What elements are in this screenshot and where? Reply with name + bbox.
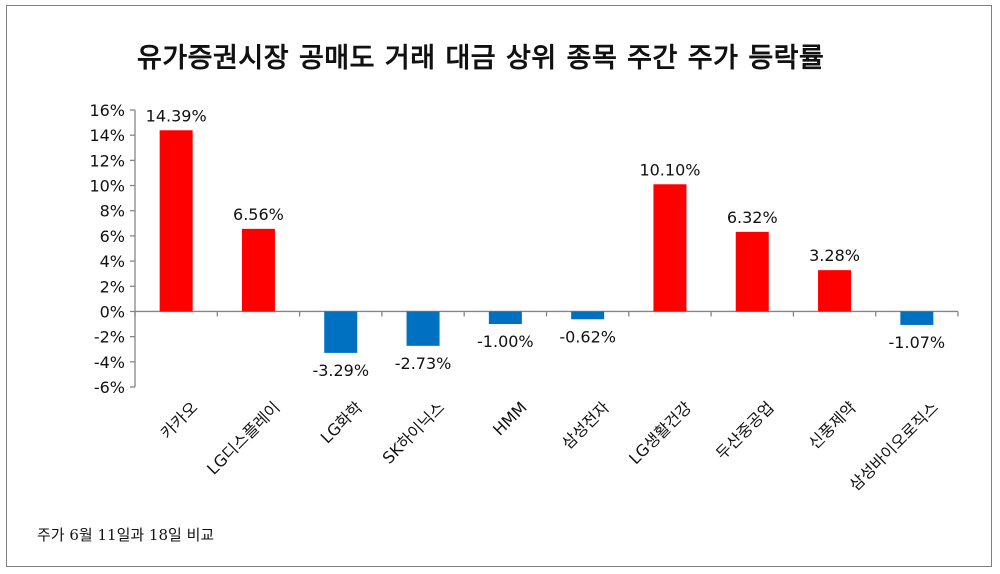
bar	[159, 130, 193, 312]
y-tick-label: 8%	[100, 202, 125, 221]
y-tick-label: 16%	[89, 101, 125, 120]
category-label: 삼성전자	[558, 398, 613, 453]
y-tick-label: 2%	[100, 277, 125, 296]
y-tick-label: 0%	[100, 302, 125, 321]
data-label: 6.32%	[727, 208, 778, 227]
bar	[818, 270, 852, 312]
category-label: LG생활건강	[625, 398, 695, 468]
category-label: LG화학	[317, 398, 367, 448]
y-tick-label: 12%	[89, 151, 125, 170]
bar	[735, 231, 769, 312]
footnote: 주가 6월 11일과 18일 비교	[37, 526, 215, 544]
bar	[653, 184, 687, 312]
bar	[241, 228, 275, 312]
category-label: 신풍제약	[805, 398, 860, 453]
data-label: -3.29%	[312, 361, 369, 380]
category-label: 카카오	[157, 398, 202, 443]
y-tick-label: -6%	[94, 378, 125, 397]
bar	[900, 311, 934, 325]
bar	[571, 311, 605, 320]
category-label: 삼성바이오로직스	[845, 398, 942, 495]
category-label: SK하이닉스	[379, 398, 449, 468]
data-label: 14.39%	[146, 106, 207, 125]
category-label: LG디스플레이	[203, 398, 284, 479]
data-label: 3.28%	[809, 246, 860, 265]
y-tick-label: 6%	[100, 227, 125, 246]
category-label: HMM	[489, 398, 530, 439]
data-label: -1.00%	[477, 332, 534, 351]
bar	[488, 311, 522, 325]
chart-title: 유가증권시장 공매도 거래 대금 상위 종목 주간 주가 등락률	[137, 43, 825, 74]
data-label: -2.73%	[395, 354, 452, 373]
data-label: 6.56%	[233, 205, 284, 224]
y-tick-label: 14%	[89, 126, 125, 145]
bar	[406, 311, 440, 346]
data-label: -1.07%	[889, 333, 946, 352]
data-label: -0.62%	[559, 327, 616, 346]
category-label: 두산중공업	[712, 398, 777, 463]
y-tick-label: 4%	[100, 252, 125, 271]
y-tick-label: -4%	[94, 353, 125, 372]
y-tick-label: 10%	[89, 177, 125, 196]
bar	[324, 311, 358, 353]
y-tick-label: -2%	[94, 328, 125, 347]
bars	[159, 130, 934, 353]
data-label: 10.10%	[639, 160, 700, 179]
axes: 16% 14% 12% 10% 8% 6% 4% 2% 0% -2% -4% -6%	[89, 101, 959, 397]
